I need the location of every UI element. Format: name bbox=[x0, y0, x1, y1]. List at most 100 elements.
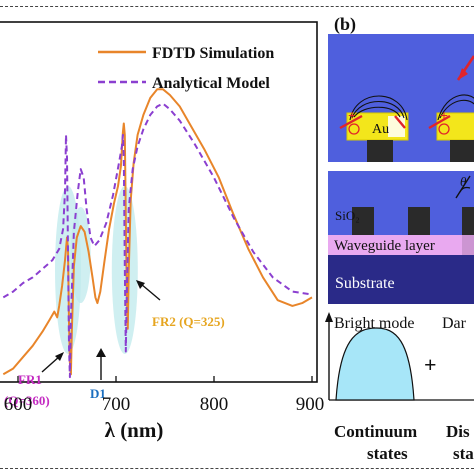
data-point bbox=[54, 311, 55, 312]
data-point bbox=[262, 277, 263, 278]
data-point bbox=[59, 305, 60, 306]
data-point bbox=[169, 109, 170, 110]
dark-mode-label: Dar bbox=[442, 315, 467, 332]
theta-arc bbox=[459, 186, 471, 193]
pillar-left bbox=[367, 140, 393, 162]
grating-pillar bbox=[462, 207, 474, 235]
schematic-panel-b: (b) Au + + bbox=[325, 14, 474, 463]
data-point bbox=[97, 303, 98, 304]
energy-axis-arrowhead bbox=[325, 312, 333, 322]
data-point bbox=[94, 246, 95, 247]
x-tick-label: 800 bbox=[200, 394, 229, 415]
data-point bbox=[311, 294, 312, 295]
data-point bbox=[143, 129, 144, 130]
data-point bbox=[137, 134, 138, 135]
data-point bbox=[80, 169, 81, 170]
panel-b-label: (b) bbox=[334, 14, 356, 35]
data-point bbox=[100, 291, 101, 292]
data-point bbox=[80, 226, 81, 227]
data-point bbox=[65, 134, 66, 135]
data-point bbox=[62, 285, 63, 286]
waveguide-label: Waveguide layer bbox=[334, 238, 435, 254]
data-point bbox=[66, 157, 67, 158]
au-label: Au bbox=[372, 122, 389, 137]
data-point bbox=[42, 268, 43, 269]
data-point bbox=[92, 277, 93, 278]
data-point bbox=[150, 97, 151, 98]
data-point bbox=[179, 106, 180, 107]
data-point bbox=[67, 251, 68, 252]
data-point bbox=[126, 294, 127, 295]
data-point bbox=[248, 248, 249, 249]
data-point bbox=[64, 191, 65, 192]
fr2-arrow bbox=[140, 283, 161, 301]
resonance-highlight bbox=[70, 207, 91, 303]
fr1-arrow bbox=[41, 355, 61, 373]
x-tick-label: 600 bbox=[4, 394, 33, 415]
pillar-right bbox=[450, 140, 474, 162]
data-point bbox=[32, 345, 33, 346]
sio2-label: SiO₂ bbox=[335, 208, 360, 223]
bottom-dashed-border bbox=[0, 468, 474, 469]
data-point bbox=[292, 305, 293, 306]
theta-label: θ bbox=[460, 174, 467, 189]
d1-arrowhead bbox=[96, 348, 106, 357]
data-point bbox=[218, 177, 219, 178]
data-point bbox=[42, 331, 43, 332]
fr1-q-label: (Q=360) bbox=[4, 393, 50, 408]
data-point bbox=[137, 146, 138, 147]
data-point bbox=[13, 291, 14, 292]
data-point bbox=[169, 94, 170, 95]
data-point bbox=[277, 300, 278, 301]
series-line-fdtd bbox=[2, 88, 313, 376]
data-point bbox=[52, 260, 53, 261]
charge-arrows: + + bbox=[339, 55, 474, 135]
data-point bbox=[59, 248, 60, 249]
data-point bbox=[132, 169, 133, 170]
bright-mode-label: Bright mode bbox=[334, 315, 414, 332]
nanoparticle-schematic bbox=[328, 34, 474, 162]
data-point bbox=[95, 297, 96, 298]
top-dashed-border bbox=[0, 6, 474, 7]
continuum-states-label: states bbox=[367, 444, 408, 463]
data-point bbox=[272, 277, 273, 278]
substrate-label: Substrate bbox=[335, 275, 395, 292]
data-point bbox=[213, 177, 214, 178]
data-point bbox=[69, 377, 70, 378]
data-point bbox=[194, 143, 195, 144]
data-point bbox=[204, 149, 205, 150]
data-point bbox=[99, 240, 100, 241]
data-point bbox=[113, 194, 114, 195]
data-point bbox=[162, 103, 163, 104]
data-point bbox=[109, 228, 110, 229]
data-point bbox=[83, 177, 84, 178]
data-point bbox=[125, 351, 126, 352]
data-point bbox=[150, 114, 151, 115]
field-lines bbox=[349, 94, 474, 121]
legend-label-analytical: Analytical Model bbox=[152, 75, 270, 92]
bright-mode-shape bbox=[335, 327, 415, 401]
data-point bbox=[13, 368, 14, 369]
data-point bbox=[127, 328, 128, 329]
data-point bbox=[104, 263, 105, 264]
data-point bbox=[122, 132, 123, 133]
x-tick-label: 900 bbox=[296, 394, 325, 415]
data-point bbox=[84, 231, 85, 232]
svg-text:+: + bbox=[440, 109, 448, 124]
fr2-arrowhead bbox=[136, 280, 145, 289]
data-point bbox=[3, 297, 4, 298]
data-point bbox=[88, 251, 89, 252]
data-point bbox=[118, 163, 119, 164]
data-point bbox=[253, 251, 254, 252]
x-tick-label: 700 bbox=[102, 394, 131, 415]
grating-pillar bbox=[352, 207, 374, 235]
data-point bbox=[64, 260, 65, 261]
data-point bbox=[113, 203, 114, 204]
data-point bbox=[3, 374, 4, 375]
data-point bbox=[22, 357, 23, 358]
x-axis-title: λ (nm) bbox=[105, 418, 164, 442]
data-point bbox=[117, 186, 118, 187]
grating-pillar bbox=[408, 207, 430, 235]
data-point bbox=[49, 320, 50, 321]
